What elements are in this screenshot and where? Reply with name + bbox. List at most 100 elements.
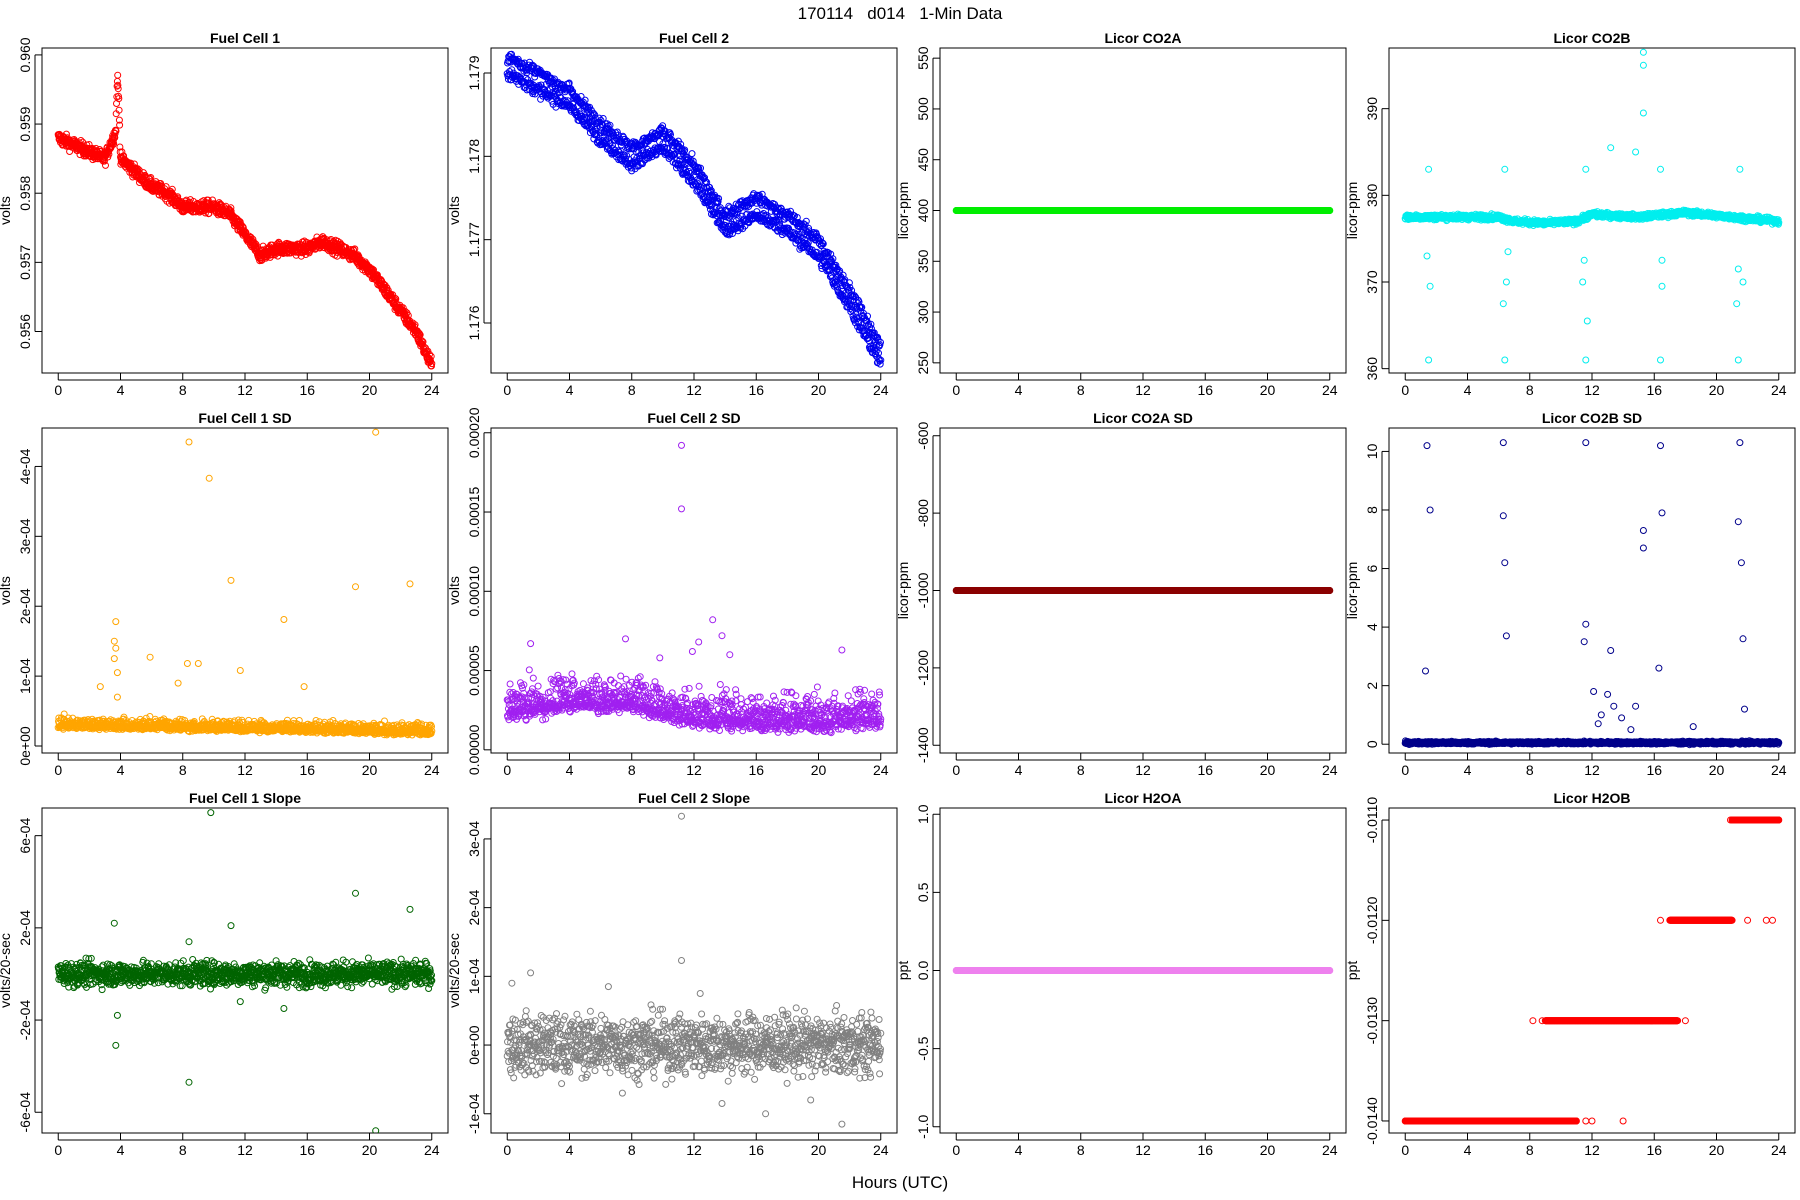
y-tick-label: 1.177	[466, 222, 482, 257]
data-point	[547, 74, 555, 82]
y-tick-label: 500	[915, 97, 931, 121]
data-point	[688, 150, 696, 158]
x-tick-label: 4	[117, 382, 125, 398]
data-point	[62, 130, 70, 138]
x-tick-label: 20	[1709, 382, 1725, 398]
y-axis-label: volts	[0, 196, 13, 225]
data-point	[115, 116, 123, 124]
data-point	[351, 245, 359, 253]
data-point	[715, 195, 723, 202]
data-point	[115, 106, 123, 114]
data-point	[697, 164, 704, 172]
y-tick-label: 1.176	[466, 305, 482, 340]
data-point	[758, 201, 766, 209]
x-tick-label: 20	[1260, 382, 1276, 398]
data-point	[424, 347, 432, 355]
data-point	[742, 211, 750, 219]
x-tick-label: 12	[686, 382, 702, 398]
data-point	[115, 95, 123, 103]
x-tick-label: 8	[1077, 382, 1085, 398]
y-tick-label: 550	[915, 46, 931, 70]
data-point	[785, 224, 792, 232]
data-point	[582, 102, 590, 110]
data-point	[419, 338, 427, 346]
data-point	[597, 116, 605, 124]
figure-x-label: Hours (UTC)	[852, 1173, 948, 1192]
data-point	[775, 213, 783, 220]
plot-frame	[41, 47, 449, 374]
data-point	[723, 212, 731, 220]
data-point	[66, 148, 74, 155]
data-point	[691, 164, 699, 172]
data-point	[114, 71, 122, 79]
x-tick-label: 16	[748, 382, 764, 398]
data-point	[709, 211, 717, 219]
data-point	[106, 145, 114, 153]
data-point	[590, 109, 597, 117]
series-points	[503, 50, 885, 368]
panel-grid: Fuel Cell 10 4 8 12 16 20 240.9560.9570.9580.9…	[0, 30, 1796, 1158]
x-tick-label: 8	[628, 382, 636, 398]
x-tick-label: 20	[811, 382, 827, 398]
data-point	[606, 121, 614, 129]
x-tick-label: 8	[1526, 382, 1534, 398]
panel-title: Fuel Cell 1	[210, 30, 280, 46]
data-point	[858, 303, 866, 311]
data-point	[236, 222, 244, 230]
data-point	[521, 59, 528, 67]
data-point	[670, 151, 678, 159]
data-point	[621, 135, 629, 143]
y-tick-label: 380	[1364, 183, 1380, 207]
x-tick-label: 0	[54, 382, 62, 398]
x-tick-label: 16	[1646, 382, 1662, 398]
data-point	[427, 352, 435, 360]
data-point	[677, 140, 685, 148]
y-tick-label: 0.960	[17, 37, 33, 72]
data-point	[850, 292, 858, 300]
x-tick-label: 24	[873, 382, 889, 398]
y-axis-label: licor-ppm	[895, 182, 911, 240]
data-point	[1326, 207, 1334, 214]
y-tick-label: 0.959	[17, 106, 33, 141]
x-tick-label: 4	[1015, 382, 1023, 398]
series-points	[952, 207, 1334, 214]
data-point	[147, 174, 155, 181]
data-point	[877, 338, 884, 346]
data-point	[115, 92, 122, 100]
x-tick-label: 12	[1135, 382, 1151, 398]
data-point	[428, 360, 436, 368]
data-point	[845, 297, 852, 304]
data-point	[791, 230, 799, 238]
data-point	[681, 146, 689, 154]
y-tick-label: 300	[915, 300, 931, 324]
data-point	[116, 121, 124, 129]
y-tick-label: 370	[1364, 270, 1380, 294]
data-point	[428, 362, 435, 370]
data-point	[111, 134, 119, 141]
x-tick-label: 0	[1401, 382, 1409, 398]
data-point	[297, 252, 305, 260]
series-points	[1401, 48, 1783, 364]
x-tick-label: 0	[503, 382, 511, 398]
data-point	[591, 111, 599, 119]
y-tick-label: 400	[915, 199, 931, 223]
data-point	[714, 198, 722, 205]
y-tick-label: 250	[915, 351, 931, 375]
y-tick-label: 0.956	[17, 314, 33, 349]
x-tick-label: 16	[299, 382, 315, 398]
x-tick-label: 12	[237, 382, 253, 398]
x-tick-label: 20	[362, 382, 378, 398]
y-tick-label: 450	[915, 148, 931, 172]
data-point	[876, 357, 884, 365]
y-tick-label: 1.179	[466, 55, 482, 90]
data-point	[174, 193, 182, 201]
data-point	[832, 278, 839, 286]
x-tick-label: 24	[1322, 382, 1338, 398]
series-points	[54, 71, 436, 370]
data-point	[528, 61, 536, 69]
data-point	[112, 127, 120, 135]
data-point	[854, 299, 862, 307]
panel-title: Licor CO2B	[1553, 30, 1630, 46]
